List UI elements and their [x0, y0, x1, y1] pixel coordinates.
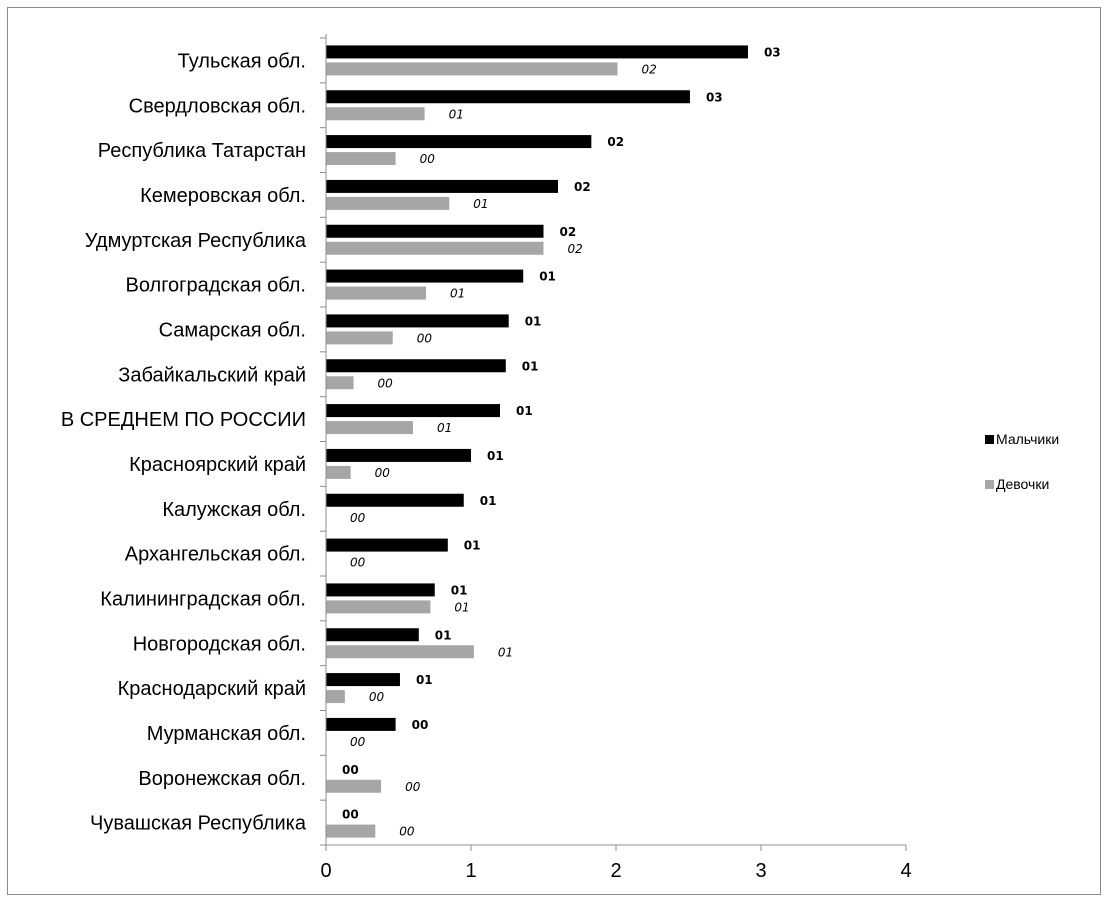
- data-label: 01: [464, 539, 481, 553]
- data-label: 00: [399, 825, 415, 839]
- category-label: Воронежская обл.: [138, 768, 306, 790]
- data-label: 01: [498, 645, 513, 659]
- bar-girls: [326, 107, 425, 121]
- data-label: 00: [342, 808, 359, 822]
- x-tick-label: 0: [320, 860, 331, 882]
- category-label: В СРЕДНЕМ ПО РОССИИ: [61, 409, 306, 431]
- data-label: 01: [435, 628, 452, 642]
- legend-label: Мальчики: [996, 431, 1059, 447]
- category-label: Республика Татарстан: [98, 140, 306, 162]
- data-label: 02: [641, 62, 656, 76]
- data-label: 01: [539, 270, 556, 284]
- data-label: 00: [350, 556, 366, 570]
- x-tick-label: 2: [610, 860, 621, 882]
- bar-girls: [326, 690, 345, 704]
- data-label: 01: [487, 449, 504, 463]
- category-label: Архангельская обл.: [125, 544, 306, 566]
- bar-boys: [326, 538, 448, 552]
- category-label: Новгородская обл.: [133, 633, 306, 655]
- bar-girls: [326, 286, 427, 300]
- data-label: 01: [416, 673, 433, 687]
- data-label: 01: [451, 583, 468, 597]
- data-label: 03: [706, 90, 723, 104]
- data-label: 00: [369, 690, 385, 704]
- data-label: 02: [574, 180, 591, 194]
- category-label: Забайкальский край: [118, 364, 306, 386]
- bar-girls: [326, 600, 431, 614]
- bar-boys: [326, 717, 396, 731]
- data-label: 00: [417, 331, 433, 345]
- data-label: 01: [473, 197, 488, 211]
- category-label: Самарская обл.: [159, 319, 306, 341]
- data-label: 01: [449, 107, 464, 121]
- bar-girls: [326, 824, 376, 838]
- category-label: Чувашская Республика: [90, 813, 307, 835]
- bar-chart: Тульская обл. Свердловская обл. Республика…: [61, 34, 1059, 882]
- bar-boys: [326, 448, 471, 462]
- data-label: 00: [350, 735, 366, 749]
- bar-girls: [326, 196, 450, 210]
- data-label: 01: [450, 287, 465, 301]
- category-label: Кемеровская обл.: [140, 185, 306, 207]
- bar-girls: [326, 62, 618, 76]
- bar-girls: [326, 421, 413, 435]
- bar-girls: [326, 779, 382, 793]
- bar-boys: [326, 135, 592, 149]
- legend-swatch: [985, 435, 994, 444]
- data-label: 01: [522, 359, 539, 373]
- data-label: 00: [378, 376, 394, 390]
- x-tick-label: 1: [465, 860, 476, 882]
- data-label: 00: [412, 718, 429, 732]
- category-label: Свердловская обл.: [129, 95, 306, 117]
- category-label: Волгоградская обл.: [126, 275, 307, 297]
- bar-boys: [326, 359, 506, 373]
- data-label: 03: [764, 45, 781, 59]
- category-label: Калининградская обл.: [100, 588, 306, 610]
- data-label: 00: [350, 511, 366, 525]
- chart-area: Тульская обл. Свердловская обл. Республика…: [7, 7, 1101, 895]
- legend-swatch: [985, 480, 994, 489]
- category-label: Удмуртская Республика: [85, 230, 307, 252]
- x-tick-label: 3: [755, 860, 766, 882]
- data-label: 01: [437, 421, 452, 435]
- bar-boys: [326, 404, 500, 418]
- category-label: Краснодарский край: [118, 678, 306, 700]
- bar-girls: [326, 645, 474, 659]
- data-label: 00: [342, 763, 359, 777]
- data-label: 00: [405, 780, 421, 794]
- data-label: 01: [516, 404, 533, 418]
- bar-boys: [326, 673, 400, 687]
- bar-boys: [326, 269, 524, 283]
- data-label: 01: [454, 600, 469, 614]
- bar-girls: [326, 241, 544, 255]
- category-label: Мурманская обл.: [147, 723, 306, 745]
- category-label: Калужская обл.: [162, 499, 306, 521]
- bar-girls: [326, 152, 396, 166]
- bar-girls: [326, 465, 351, 479]
- data-label: 01: [480, 494, 497, 508]
- bar-boys: [326, 224, 544, 238]
- data-label: 02: [607, 135, 624, 149]
- legend-label: Девочки: [996, 476, 1049, 492]
- bar-boys: [326, 90, 690, 104]
- data-label: 01: [525, 314, 542, 328]
- bar-boys: [326, 179, 558, 193]
- bar-boys: [326, 314, 509, 328]
- x-tick-label: 4: [900, 860, 911, 882]
- category-label: Красноярский край: [129, 454, 306, 476]
- bar-girls: [326, 331, 393, 345]
- bar-girls: [326, 376, 354, 390]
- data-label: 00: [375, 466, 391, 480]
- bar-boys: [326, 493, 464, 507]
- data-label: 02: [568, 242, 583, 256]
- category-label: Тульская обл.: [178, 50, 306, 72]
- bar-boys: [326, 583, 435, 597]
- data-label: 00: [420, 152, 436, 166]
- data-label: 02: [560, 225, 577, 239]
- bar-boys: [326, 628, 419, 642]
- bar-boys: [326, 45, 748, 59]
